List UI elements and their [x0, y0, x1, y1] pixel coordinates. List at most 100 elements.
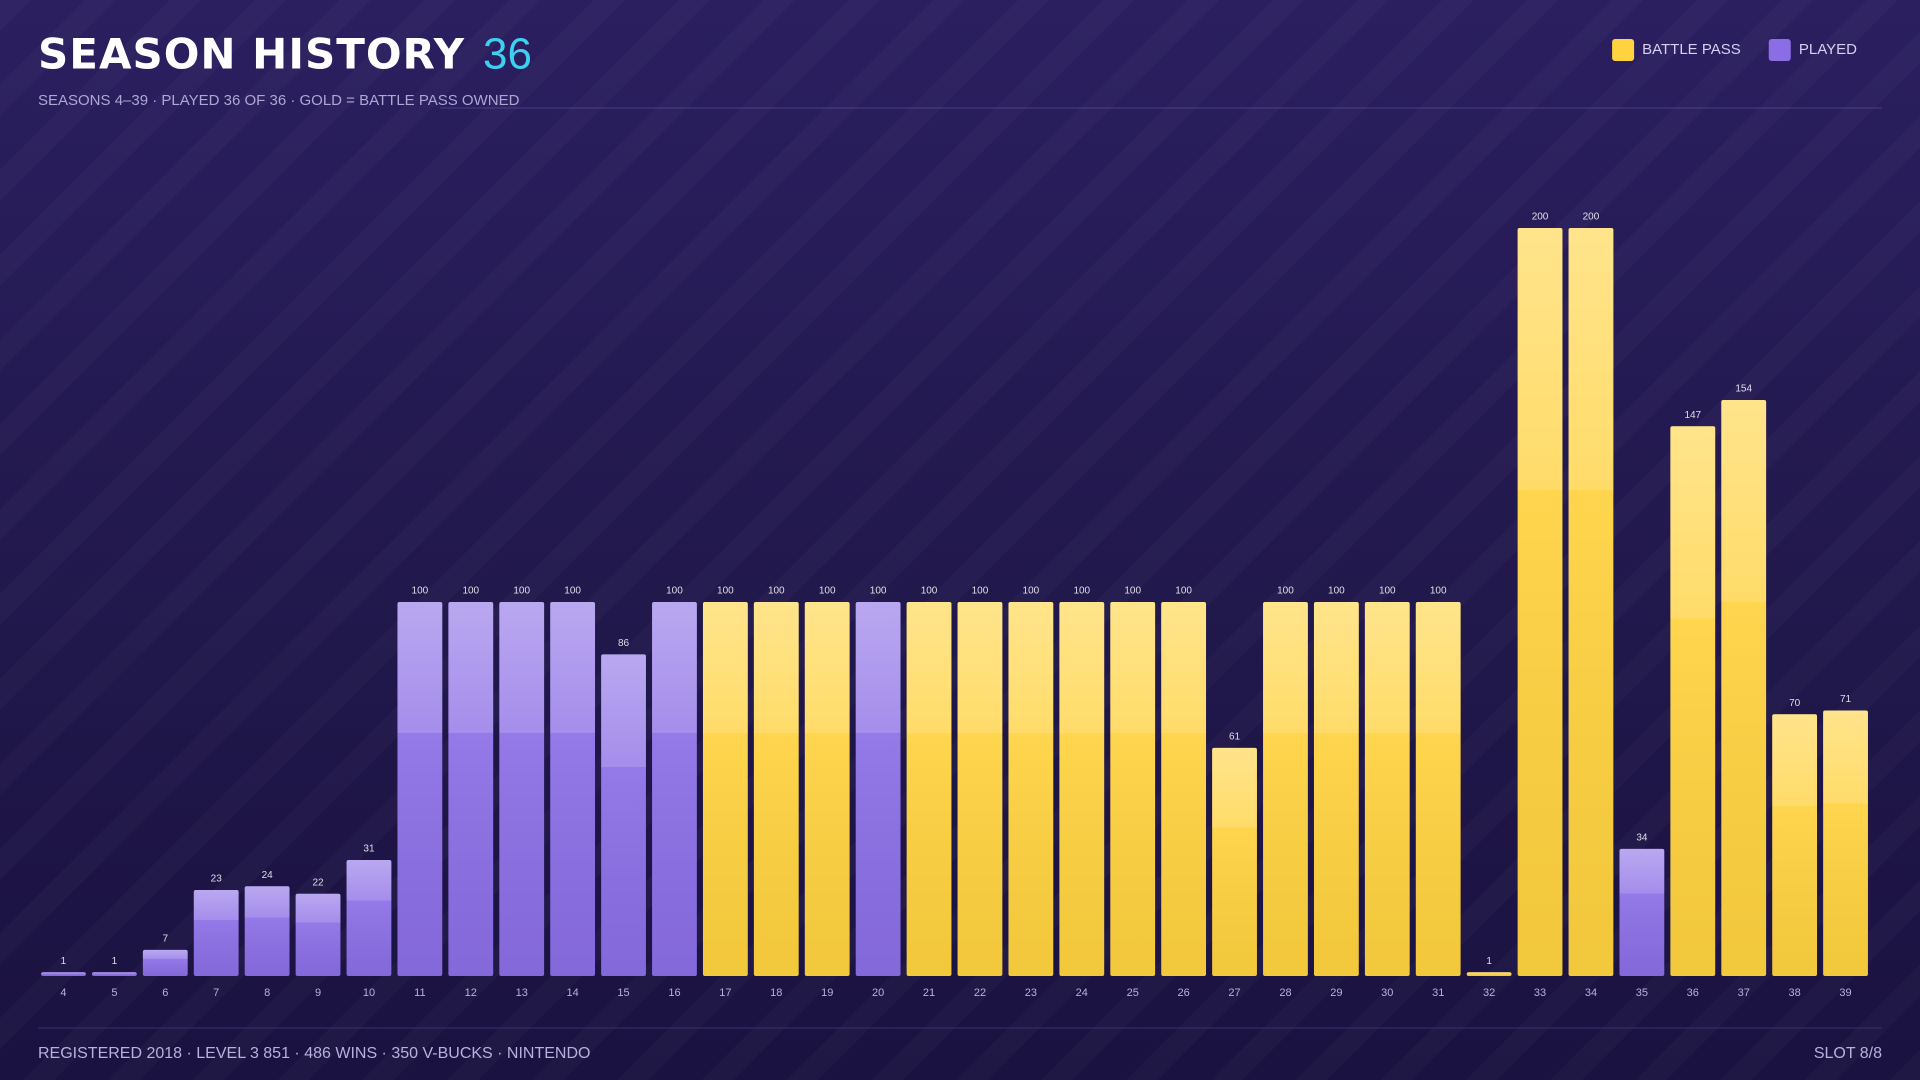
value-label: 1 [1486, 956, 1492, 967]
x-tick-label: 13 [516, 987, 528, 999]
bar [1008, 602, 1054, 976]
x-tick-label: 31 [1432, 987, 1444, 999]
value-label: 100 [513, 586, 530, 597]
value-label: 23 [211, 874, 223, 885]
bar [142, 949, 188, 976]
value-label: 31 [363, 844, 375, 855]
value-label: 100 [972, 586, 989, 597]
x-tick-label: 25 [1127, 987, 1139, 999]
bar [1212, 747, 1257, 976]
value-label: 154 [1735, 384, 1752, 395]
bar [1263, 602, 1308, 976]
value-label: 100 [921, 586, 938, 597]
value-label: 100 [717, 586, 734, 597]
bar [1772, 714, 1818, 976]
bar [1415, 602, 1461, 976]
value-label: 24 [262, 870, 274, 881]
bar [1517, 228, 1563, 976]
legend-label: BATTLE PASS [1642, 41, 1741, 58]
value-label: 200 [1583, 212, 1600, 223]
value-label: 86 [618, 638, 630, 649]
bar [855, 602, 901, 976]
x-tick-label: 11 [414, 987, 425, 999]
value-label: 100 [666, 586, 683, 597]
x-tick-label: 27 [1228, 987, 1240, 999]
legend-swatch [1612, 39, 1635, 61]
value-label: 100 [1430, 586, 1447, 597]
footer-info: REGISTERED 2018 · LEVEL 3 851 · 486 WINS… [38, 1045, 590, 1062]
x-tick-label: 20 [872, 987, 884, 999]
x-tick-label: 29 [1330, 987, 1342, 999]
value-label: 34 [1636, 832, 1648, 843]
legend-label: PLAYED [1799, 41, 1857, 58]
footer-slot: SLOT 8/8 [1814, 1045, 1882, 1062]
bar [1059, 602, 1105, 976]
x-tick-label: 35 [1636, 987, 1648, 999]
x-tick-label: 17 [719, 987, 731, 999]
title: SEASON HISTORY [38, 30, 465, 79]
x-tick-label: 6 [162, 987, 168, 999]
bar [1568, 228, 1614, 976]
bar [1466, 972, 1512, 976]
x-tick-label: 10 [363, 987, 375, 999]
x-tick-label: 37 [1738, 987, 1750, 999]
bar [1364, 602, 1410, 976]
value-label: 61 [1229, 732, 1241, 743]
value-label: 147 [1684, 410, 1701, 421]
bar [1721, 400, 1767, 976]
bar [804, 602, 850, 976]
bar [193, 889, 239, 976]
bar [397, 602, 443, 976]
x-tick-label: 4 [60, 987, 66, 999]
x-tick-label: 26 [1178, 987, 1190, 999]
value-label: 71 [1840, 694, 1852, 705]
x-tick-label: 22 [974, 987, 986, 999]
x-tick-label: 16 [668, 987, 680, 999]
subtitle: SEASONS 4–39 · PLAYED 36 OF 36 · GOLD = … [38, 92, 520, 109]
bar [753, 602, 799, 976]
value-label: 100 [1379, 586, 1396, 597]
x-tick-label: 39 [1839, 987, 1851, 999]
bar [550, 602, 596, 976]
value-label: 100 [768, 586, 785, 597]
x-tick-label: 8 [264, 987, 270, 999]
value-label: 100 [1328, 586, 1345, 597]
x-tick-label: 7 [213, 987, 219, 999]
x-tick-label: 14 [567, 987, 579, 999]
x-tick-label: 30 [1381, 987, 1393, 999]
bar [702, 602, 748, 976]
x-tick-label: 32 [1483, 987, 1495, 999]
x-tick-label: 21 [923, 987, 935, 999]
bar [1161, 602, 1207, 976]
value-label: 200 [1532, 212, 1549, 223]
bar [91, 972, 137, 976]
x-tick-label: 34 [1585, 987, 1597, 999]
value-label: 100 [462, 586, 479, 597]
bar [244, 886, 290, 976]
bar [906, 602, 952, 976]
value-label: 100 [819, 586, 836, 597]
x-tick-label: 38 [1789, 987, 1801, 999]
x-tick-label: 18 [770, 987, 782, 999]
bar [1619, 848, 1665, 976]
bar [1313, 602, 1359, 976]
x-tick-label: 5 [111, 987, 117, 999]
bar [448, 602, 494, 976]
value-label: 100 [1175, 586, 1192, 597]
bar [499, 602, 545, 976]
bar [295, 893, 341, 976]
value-label: 7 [163, 933, 169, 944]
title-count: 36 [483, 30, 532, 79]
x-tick-label: 23 [1025, 987, 1037, 999]
x-tick-label: 12 [465, 987, 477, 999]
x-tick-label: 33 [1534, 987, 1546, 999]
legend-swatch [1768, 39, 1791, 61]
value-label: 100 [1277, 586, 1294, 597]
value-label: 100 [1023, 586, 1040, 597]
value-label: 100 [870, 586, 887, 597]
value-label: 100 [1124, 586, 1141, 597]
value-label: 22 [312, 877, 324, 888]
bar [957, 602, 1003, 976]
x-tick-label: 24 [1076, 987, 1088, 999]
